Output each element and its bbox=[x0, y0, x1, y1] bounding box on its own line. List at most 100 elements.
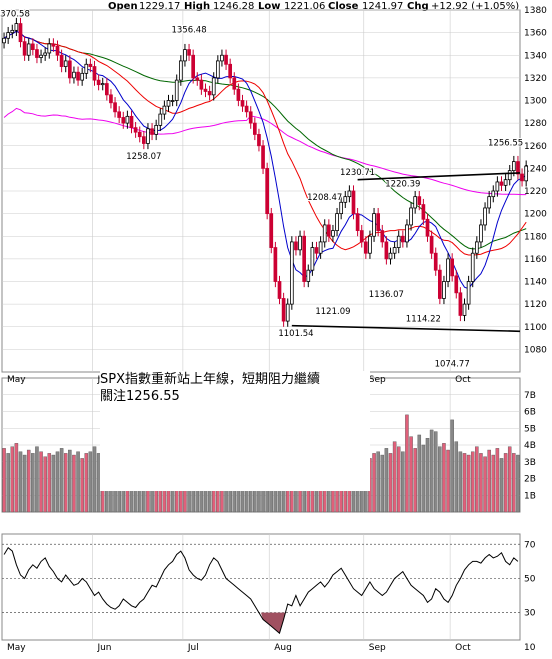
candle-body bbox=[326, 224, 331, 237]
candle-body bbox=[220, 54, 224, 62]
price-month-label: May bbox=[7, 375, 26, 385]
candle-body bbox=[261, 145, 265, 169]
price-annotation-label: 1258.07 bbox=[126, 152, 161, 162]
volume-bar bbox=[306, 490, 311, 513]
volume-bar bbox=[76, 451, 80, 513]
annotation-line-2: 關注1256.55 bbox=[100, 389, 180, 404]
price-tick-label: 1100 bbox=[524, 323, 547, 333]
candle-body bbox=[76, 71, 80, 81]
volume-bar bbox=[475, 446, 479, 513]
candle-body bbox=[72, 71, 76, 79]
candle-body bbox=[224, 54, 228, 65]
candle-body bbox=[450, 258, 455, 277]
volume-tick-label: 1B bbox=[524, 491, 536, 501]
volume-tick-label: 7B bbox=[524, 391, 536, 401]
price-tick-label: 1320 bbox=[524, 74, 547, 84]
volume-bar bbox=[512, 453, 516, 513]
price-annotation-label: 1230.71 bbox=[340, 168, 375, 178]
volume-bar bbox=[364, 490, 368, 513]
candle-body bbox=[363, 241, 368, 254]
price-tick-label: 1120 bbox=[524, 300, 547, 310]
price-annotation-label: 1101.54 bbox=[278, 329, 313, 339]
volume-bar bbox=[220, 490, 224, 513]
candle-body bbox=[294, 241, 298, 251]
volume-bar bbox=[257, 490, 261, 513]
candle-body bbox=[368, 235, 372, 254]
candle-body bbox=[400, 235, 405, 243]
candle-body bbox=[14, 23, 19, 31]
candle-body bbox=[355, 213, 360, 231]
candle-body bbox=[511, 161, 516, 172]
candle-body bbox=[520, 173, 524, 182]
candle-body bbox=[174, 79, 179, 101]
candle-body bbox=[125, 115, 130, 124]
candle-body bbox=[351, 190, 356, 215]
volume-bar bbox=[421, 444, 426, 513]
price-tick-label: 1140 bbox=[524, 278, 547, 288]
header-value-3: 1246.28 bbox=[213, 1, 254, 12]
volume-bar bbox=[63, 453, 68, 513]
price-annotation-label: 1121.09 bbox=[315, 307, 350, 317]
candle-body bbox=[166, 100, 171, 107]
volume-bar bbox=[380, 454, 385, 513]
volume-bar bbox=[100, 490, 105, 513]
price-tick-label: 1240 bbox=[524, 164, 547, 174]
price-tick-label: 1380 bbox=[524, 6, 547, 16]
volume-tick-label: 3B bbox=[524, 458, 536, 468]
volume-bar bbox=[244, 490, 249, 513]
candle-body bbox=[63, 60, 68, 67]
volume-bar bbox=[88, 451, 93, 513]
volume-bar bbox=[438, 446, 442, 513]
candle-body bbox=[141, 136, 146, 144]
candle-body bbox=[96, 79, 101, 86]
candle-body bbox=[30, 43, 35, 50]
volume-bar bbox=[405, 414, 409, 513]
candle-body bbox=[170, 100, 175, 102]
support-line bbox=[291, 324, 521, 333]
candle-body bbox=[150, 128, 154, 135]
volume-bar bbox=[121, 490, 126, 513]
volume-bar bbox=[277, 490, 282, 513]
volume-bar bbox=[154, 490, 158, 513]
header-label-6: Close bbox=[328, 1, 359, 12]
volume-tick-label: 5B bbox=[524, 424, 536, 434]
volume-bar bbox=[224, 490, 228, 513]
header-value-9: +12.92 (+1.05%) bbox=[431, 1, 519, 12]
candle-body bbox=[257, 134, 261, 147]
volume-bar bbox=[179, 490, 183, 513]
candle-body bbox=[289, 241, 294, 305]
volume-bar bbox=[392, 441, 397, 513]
price-annotation-label: 1074.77 bbox=[435, 359, 470, 369]
candle-body bbox=[80, 72, 85, 81]
candle-body bbox=[248, 111, 253, 124]
price-annotation-label: 1256.55 bbox=[488, 139, 523, 149]
candle-body bbox=[413, 196, 418, 209]
price-tick-label: 1260 bbox=[524, 142, 547, 152]
volume-bar bbox=[170, 490, 175, 513]
volume-bar bbox=[150, 490, 154, 513]
volume-bar bbox=[462, 453, 467, 513]
volume-bar bbox=[327, 490, 331, 513]
price-annotation-label: 1114.22 bbox=[406, 315, 441, 325]
price-tick-label: 1080 bbox=[524, 345, 547, 355]
price-tick-label: 1300 bbox=[524, 97, 547, 107]
candle-body bbox=[306, 269, 311, 282]
volume-bar bbox=[183, 490, 187, 513]
candle-body bbox=[302, 235, 307, 282]
candle-body bbox=[343, 196, 348, 203]
header-value-7: 1241.97 bbox=[362, 1, 403, 12]
volume-bar bbox=[310, 490, 315, 513]
candle-body bbox=[314, 247, 319, 254]
volume-bar bbox=[39, 451, 43, 513]
candle-body bbox=[298, 235, 302, 251]
volume-bar bbox=[466, 454, 471, 513]
volume-bar bbox=[265, 490, 269, 513]
price-tick-label: 1220 bbox=[524, 187, 547, 197]
candle-body bbox=[331, 230, 335, 237]
candle-body bbox=[88, 63, 93, 67]
candle-body bbox=[100, 83, 105, 86]
ma-8-line bbox=[3, 30, 527, 290]
candle-body bbox=[228, 63, 233, 79]
volume-bar bbox=[142, 490, 146, 513]
resistance-line bbox=[357, 172, 521, 181]
